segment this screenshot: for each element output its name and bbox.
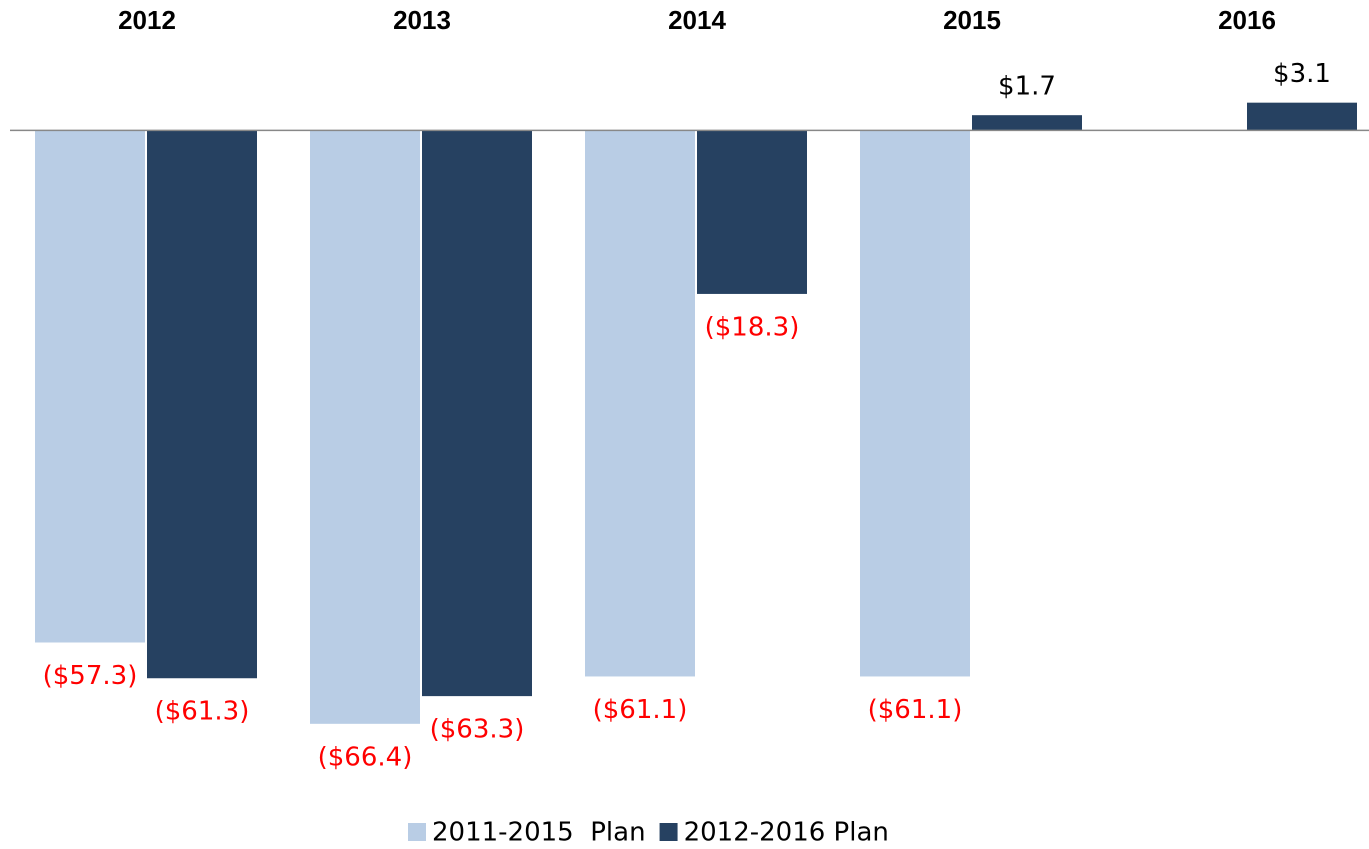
data-label: $1.7	[998, 72, 1056, 102]
data-label: ($63.3)	[430, 715, 525, 745]
category-label: 2013	[393, 5, 451, 35]
bar	[147, 130, 257, 679]
category-label: 2012	[118, 5, 176, 35]
data-label: ($61.1)	[593, 695, 688, 725]
bar	[860, 130, 970, 677]
legend-swatch	[408, 823, 426, 841]
bar	[697, 130, 807, 294]
bar	[422, 130, 532, 697]
category-label: 2014	[668, 5, 726, 35]
data-label: ($18.3)	[705, 312, 800, 342]
category-label: 2015	[943, 5, 1001, 35]
bar	[585, 130, 695, 677]
bar	[35, 130, 145, 643]
data-label: $3.1	[1273, 59, 1331, 89]
legend-swatch	[659, 823, 678, 841]
legend-label: 2012-2016 Plan	[684, 818, 889, 848]
bar	[310, 130, 420, 724]
data-label: ($61.3)	[155, 697, 250, 727]
data-label: ($66.4)	[318, 742, 413, 772]
data-label: ($57.3)	[43, 661, 138, 691]
bar	[1247, 102, 1357, 131]
bar	[972, 115, 1082, 131]
data-label: ($61.1)	[868, 695, 963, 725]
legend-label: 2011-2015 Plan	[432, 818, 646, 848]
category-label: 2016	[1218, 5, 1276, 35]
